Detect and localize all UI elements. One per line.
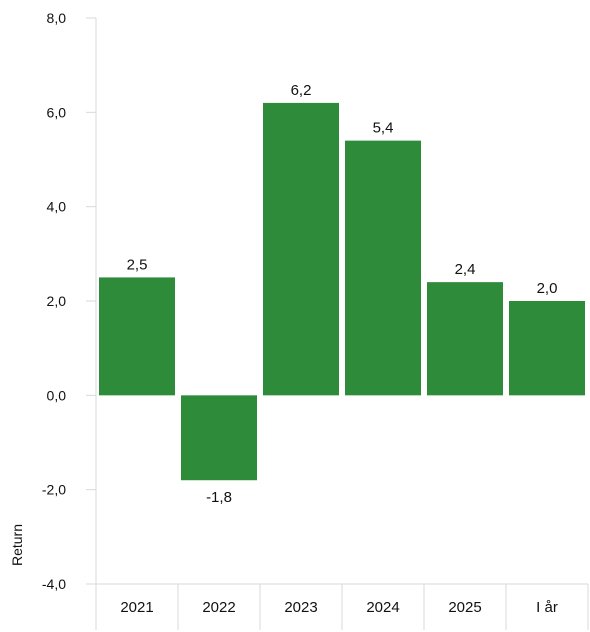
bar-2025 bbox=[427, 282, 503, 396]
y-tick-label: 0,0 bbox=[47, 387, 67, 403]
data-label: 2,4 bbox=[455, 261, 476, 278]
x-category-label: 2023 bbox=[284, 599, 317, 616]
y-axis-title: Return bbox=[9, 524, 25, 566]
data-label: -1,8 bbox=[206, 489, 232, 506]
bar-2024 bbox=[345, 140, 421, 396]
x-category-label: I år bbox=[536, 599, 558, 616]
y-tick-label: -4,0 bbox=[42, 576, 66, 592]
bar-2023 bbox=[263, 102, 339, 396]
x-category-label: 2025 bbox=[448, 599, 481, 616]
data-label: 2,5 bbox=[127, 256, 148, 273]
bar-2021 bbox=[99, 277, 175, 396]
x-category-label: 2022 bbox=[202, 599, 235, 616]
x-category-label: 2024 bbox=[366, 599, 399, 616]
bar-i-år bbox=[509, 301, 585, 396]
bar-layer bbox=[99, 102, 585, 481]
data-label: 6,2 bbox=[291, 82, 312, 99]
data-label: 5,4 bbox=[373, 120, 394, 137]
y-tick-label: 8,0 bbox=[47, 10, 67, 26]
y-tick-label: -2,0 bbox=[42, 482, 66, 498]
data-label: 2,0 bbox=[537, 280, 558, 297]
x-category-label: 2021 bbox=[120, 599, 153, 616]
axis-layer: -4,0 -2,0 0,0 2,0 4,0 6,0 8,0 bbox=[42, 10, 589, 630]
y-tick-label: 4,0 bbox=[47, 199, 67, 215]
y-tick-label: 2,0 bbox=[47, 293, 67, 309]
y-tick-label: 6,0 bbox=[47, 104, 67, 120]
bar-2022 bbox=[181, 395, 257, 481]
label-layer: 2021 2,5 2022 -1,8 2023 6,2 2024 5,4 2025 2,4 I år… bbox=[120, 82, 558, 616]
